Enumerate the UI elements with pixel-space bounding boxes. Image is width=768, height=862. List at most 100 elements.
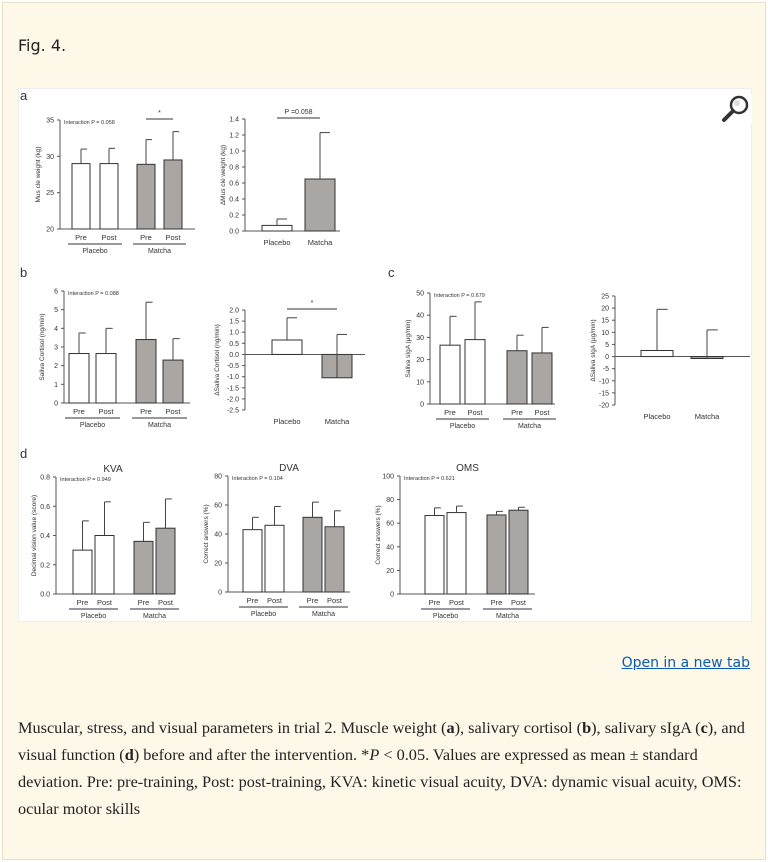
caption-text: ), salivary cortisol ( [454,718,583,737]
y-tick-label: 0.8 [229,165,239,172]
x-tick-label: Pre [138,598,150,607]
y-tick-label: 1.0 [229,330,239,337]
x-tick-label: Post [534,408,550,417]
bar-placebo [72,549,93,595]
y-axis-label: Decimal vision value (score) [31,495,38,576]
group-label: Matcha [496,613,519,620]
bar-placebo [446,512,467,595]
y-tick-label: 1.5 [229,319,239,326]
x-tick-label: Post [267,596,283,605]
y-tick-label: 4 [54,326,58,333]
bar-matcha [302,516,323,593]
significance-label: * [311,300,314,307]
y-tick-label: -20 [599,403,609,410]
group-label: Placebo [450,423,475,430]
y-tick-label: 1.2 [229,133,239,140]
interaction-annotation: Interaction P = 0.058 [64,120,115,126]
y-tick-label: 20 [601,306,609,313]
y-tick-label: 0.0 [229,229,239,236]
interaction-annotation: Interaction P = 0.949 [60,477,111,483]
x-tick-label: Pre [444,408,456,417]
significance-label: * [158,110,161,117]
bar-placebo [271,339,303,355]
chart-title: KVA [103,464,123,475]
bar-matcha [304,178,336,232]
y-tick-label: -0.5 [227,363,239,370]
x-tick-label: Pre [511,408,523,417]
interaction-annotation: Interaction P = 0.088 [68,291,119,297]
y-tick-label: 5 [605,342,609,349]
y-tick-label: 0.8 [40,475,50,482]
x-tick-label: Post [449,598,465,607]
x-tick-label: Pre [491,598,503,607]
y-axis-label: Saliva sIgA (μg/min) [405,320,412,378]
interaction-annotation: Interaction P = 0.679 [434,293,485,299]
y-tick-label: -15 [599,390,609,397]
x-tick-label: Post [97,598,113,607]
x-tick-label: Matcha [695,412,720,421]
y-tick-label: 0 [390,592,394,599]
y-axis-label: Correct answers (%) [203,504,210,563]
y-tick-label: 1.4 [229,117,239,124]
y-tick-label: 1.0 [229,149,239,156]
y-tick-label: -2.0 [227,396,239,403]
caption-text: ), and visual function ( [18,718,745,764]
bar-placebo [640,350,674,358]
x-tick-label: Post [101,233,117,242]
y-tick-label: 0.6 [229,181,239,188]
y-tick-label: 50 [416,291,424,298]
x-tick-label: Post [158,598,174,607]
y-tick-label: 0.6 [40,504,50,511]
x-tick-label: Pre [247,596,259,605]
y-tick-label: 3 [54,345,58,352]
y-tick-label: 0.2 [40,562,50,569]
y-tick-label: 20 [386,568,394,575]
y-tick-label: 0.0 [229,352,239,359]
group-label: Matcha [143,613,166,620]
y-tick-label: 40 [416,313,424,320]
group-label: Matcha [518,423,541,430]
bar-matcha [506,350,528,405]
y-tick-label: 20 [214,561,222,568]
bar-matcha [486,514,507,595]
chart-title: DVA [279,463,299,474]
group-label: Placebo [82,248,107,255]
zoom-button[interactable] [718,92,752,126]
y-tick-label: 25 [46,190,54,197]
x-tick-label: Pre [140,407,152,416]
x-tick-label: Post [165,233,181,242]
y-axis-label: Mus cle weight (kg) [35,147,42,203]
y-tick-label: 0.0 [40,592,50,599]
y-tick-label: 30 [416,335,424,342]
y-tick-label: 10 [601,330,609,337]
panel-label-b: b [20,265,27,280]
group-label: Matcha [148,422,171,429]
group-label: Placebo [81,613,106,620]
open-in-new-tab-link[interactable]: Open in a new tab [621,655,750,671]
y-tick-label: 40 [214,532,222,539]
magnifier-icon [722,95,749,122]
x-tick-label: Post [327,596,343,605]
caption-bold: c [700,718,708,737]
bar-matcha [162,359,184,404]
y-tick-label: 2.0 [229,308,239,315]
bar-placebo [464,339,486,405]
caption-bold: b [582,718,592,737]
caption-text: < 0.05. Values are expressed as mean ± s… [18,745,742,818]
y-tick-label: 6 [54,289,58,296]
y-tick-label: 30 [46,154,54,161]
bar-matcha [136,163,156,230]
caption-text: ), salivary sIgA ( [591,718,701,737]
x-tick-label: Post [98,407,114,416]
group-label: Matcha [312,611,335,618]
bar-matcha [508,509,529,595]
y-tick-label: 100 [382,474,394,481]
y-tick-label: 40 [386,544,394,551]
y-tick-label: 25 [601,294,609,301]
panel-label-a: a [20,88,28,103]
y-tick-label: 20 [46,227,54,234]
y-tick-label: 20 [416,357,424,364]
bar-matcha [531,352,553,405]
x-tick-label: Matcha [325,417,350,426]
